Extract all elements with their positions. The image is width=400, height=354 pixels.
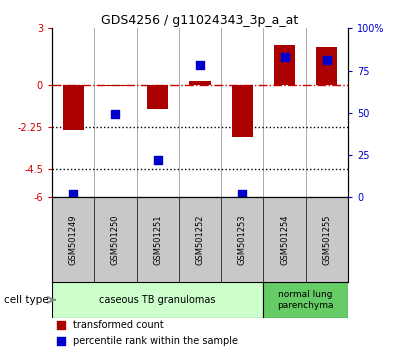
Bar <box>316 47 338 85</box>
Bar <box>264 282 348 318</box>
Point <box>239 191 246 197</box>
Text: percentile rank within the sample: percentile rank within the sample <box>73 336 238 346</box>
Text: GSM501255: GSM501255 <box>322 214 331 265</box>
Text: GSM501249: GSM501249 <box>69 214 78 265</box>
Bar <box>274 45 295 85</box>
Point <box>278 132 284 138</box>
Text: caseous TB granulomas: caseous TB granulomas <box>100 295 216 305</box>
Bar <box>147 85 168 109</box>
Point <box>197 63 203 68</box>
Bar <box>190 81 210 85</box>
Point <box>70 191 76 197</box>
Text: GSM501250: GSM501250 <box>111 214 120 265</box>
Point <box>324 58 330 63</box>
Text: transformed count: transformed count <box>73 320 164 330</box>
Point <box>154 157 161 163</box>
Text: normal lung
parenchyma: normal lung parenchyma <box>278 290 334 309</box>
Text: GSM501251: GSM501251 <box>153 214 162 265</box>
Text: GSM501252: GSM501252 <box>196 214 204 265</box>
Bar <box>62 85 84 130</box>
Bar <box>105 85 126 86</box>
Text: cell type: cell type <box>4 295 49 305</box>
Text: GSM501254: GSM501254 <box>280 214 289 265</box>
Bar <box>52 282 264 318</box>
Title: GDS4256 / g11024343_3p_a_at: GDS4256 / g11024343_3p_a_at <box>101 14 299 27</box>
Point <box>278 277 284 282</box>
Point <box>112 112 119 117</box>
Text: GSM501253: GSM501253 <box>238 214 247 265</box>
Bar <box>232 85 253 137</box>
Point <box>281 54 288 60</box>
